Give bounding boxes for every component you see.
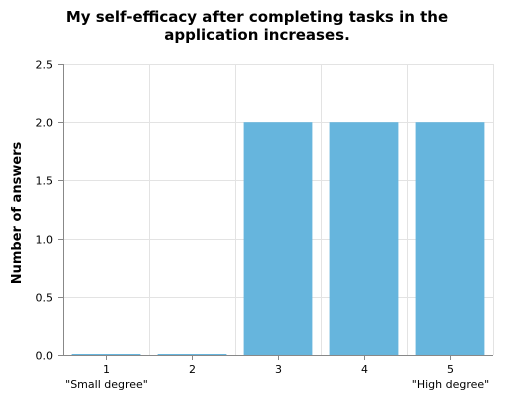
- y-tick-label: 0.5: [36, 292, 54, 305]
- x-tick-sublabel: "Small degree": [65, 378, 148, 391]
- y-tick-label: 0.0: [36, 350, 54, 363]
- x-tick-label: 1: [103, 363, 110, 376]
- bar: [415, 122, 485, 355]
- y-tick-label: 1.0: [36, 234, 54, 247]
- axes-layer: [58, 64, 493, 360]
- bar: [157, 354, 227, 355]
- chart-title: My self-efficacy after completing tasks …: [0, 8, 514, 44]
- x-tick-label: 4: [361, 363, 368, 376]
- x-tick-label: 3: [275, 363, 282, 376]
- bar: [71, 354, 141, 355]
- bars-layer: [71, 122, 485, 355]
- x-tick-label: 5: [447, 363, 454, 376]
- y-axis-title: Number of answers: [10, 141, 25, 284]
- y-tick-label: 2.0: [36, 117, 54, 130]
- bar: [243, 122, 313, 355]
- chart-title-line-1: My self-efficacy after completing tasks …: [65, 8, 449, 26]
- x-tick-sublabel: "High degree": [412, 378, 489, 391]
- y-tick-label: 2.5: [36, 59, 54, 72]
- x-tick-label: 2: [189, 363, 196, 376]
- chart-title-line-2: application increases.: [164, 26, 350, 44]
- labels-layer: 0.0 0.5 1.0 1.5 2.0 2.5 1 "Small degree" 2 3 4 5 "Hi…: [36, 59, 490, 392]
- y-tick-label: 1.5: [36, 175, 54, 188]
- bar: [329, 122, 399, 355]
